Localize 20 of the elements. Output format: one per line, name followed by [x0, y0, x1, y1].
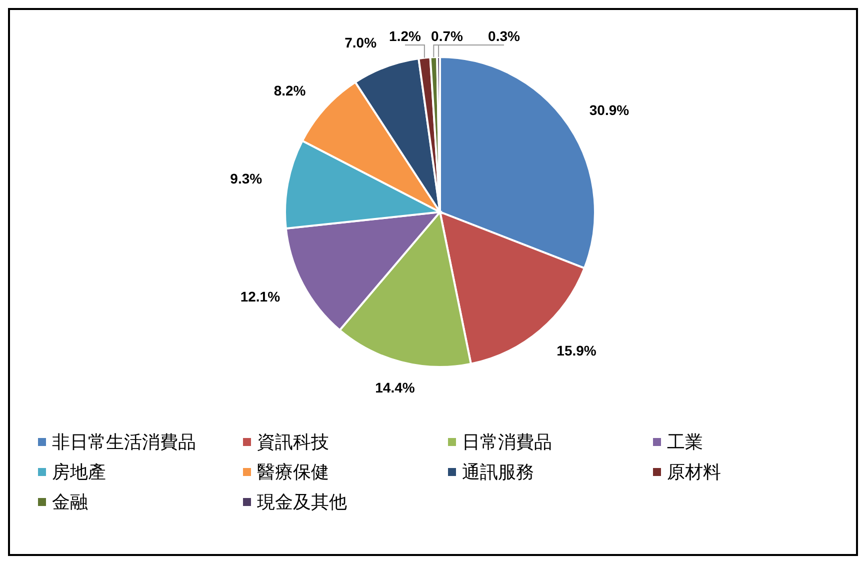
legend-label: 金融 [52, 491, 88, 514]
data-label: 7.0% [344, 34, 378, 50]
legend-label: 工業 [667, 431, 703, 454]
legend-label: 醫療保健 [257, 461, 329, 484]
data-label: 9.3% [230, 170, 263, 187]
legend-label: 資訊科技 [257, 431, 329, 454]
data-label: 1.2% [389, 28, 422, 44]
data-label: 0.7% [431, 28, 464, 44]
legend-label: 日常消費品 [462, 431, 552, 454]
data-label: 8.2% [274, 82, 306, 99]
data-label: 0.3% [488, 28, 520, 44]
legend-label: 房地產 [52, 461, 106, 484]
legend-label: 原材料 [667, 461, 721, 484]
data-label: 12.1% [240, 288, 281, 305]
legend-label: 通訊服務 [462, 461, 534, 484]
data-label: 15.9% [556, 342, 597, 358]
legend-label: 現金及其他 [257, 491, 347, 514]
data-label: 30.9% [589, 102, 630, 118]
legend-label: 非日常生活消費品 [52, 431, 196, 454]
data-label: 14.4% [375, 379, 416, 396]
